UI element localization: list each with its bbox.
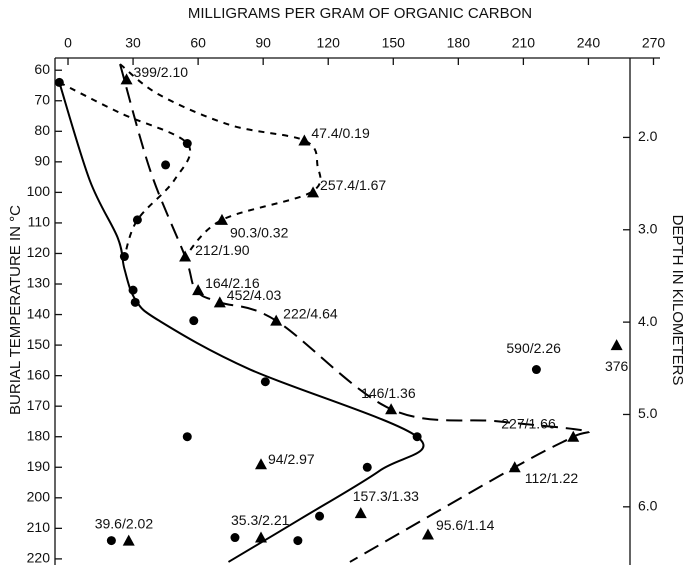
point-label: 376: [605, 358, 629, 374]
point-label: 35.3/2.21: [231, 512, 290, 528]
point-label: 112/1.22: [525, 470, 579, 486]
y-axis-title: BURIAL TEMPERATURE IN °C: [7, 205, 24, 415]
circle-point: [182, 139, 192, 149]
circle-point: [531, 365, 541, 375]
circle-point: [230, 533, 240, 543]
circle-point: [106, 536, 116, 546]
triangle-point: [354, 507, 367, 519]
y-tick-label: 220: [27, 550, 51, 566]
y-tick-label: 60: [34, 61, 50, 77]
point-label: 157.3/1.33: [353, 488, 419, 504]
x-tick-label: 60: [190, 35, 206, 51]
y2-axis-title: DEPTH IN KILOMETERS: [669, 215, 686, 386]
y-tick-label: 70: [34, 91, 50, 107]
y-tick-label: 170: [27, 397, 51, 413]
triangle-point: [567, 430, 580, 442]
y-tick-label: 90: [34, 153, 50, 169]
y2-tick-label: 3.0: [638, 220, 658, 236]
y-tick-label: 80: [34, 122, 50, 138]
trend-curve: [58, 82, 425, 563]
circle-point: [119, 252, 129, 262]
point-label: 212/1.90: [195, 242, 250, 258]
circle-point: [189, 316, 199, 326]
triangle-point: [122, 534, 135, 546]
y2-tick-label: 6.0: [638, 498, 658, 514]
point-label: 590/2.26: [506, 340, 561, 356]
triangle-point: [255, 531, 268, 543]
triangle-point: [213, 296, 226, 308]
point-label: 39.6/2.02: [95, 515, 154, 531]
circle-point: [293, 536, 303, 546]
x-tick-label: 120: [317, 35, 341, 51]
triangle-point: [610, 339, 623, 351]
y-tick-label: 140: [27, 305, 51, 321]
point-label: 47.4/0.19: [311, 125, 370, 141]
x-tick-label: 210: [512, 35, 536, 51]
y-tick-label: 100: [27, 183, 51, 199]
point-label: 164/2.16: [205, 275, 260, 291]
x-tick-label: 30: [125, 35, 141, 51]
circle-point: [128, 285, 138, 295]
y-tick-label: 200: [27, 489, 51, 505]
y-tick-label: 210: [27, 519, 51, 535]
triangle-point: [192, 284, 205, 296]
y2-tick-label: 5.0: [638, 405, 658, 421]
x-tick-label: 180: [447, 35, 471, 51]
circle-point: [132, 215, 142, 225]
point-label: 399/2.10: [134, 64, 189, 80]
circle-point: [130, 297, 140, 307]
circle-point: [161, 160, 171, 170]
x-tick-label: 0: [64, 35, 72, 51]
triangle-point: [255, 458, 268, 470]
triangle-point: [120, 73, 133, 85]
trend-curve: [119, 63, 591, 563]
triangle-point: [385, 403, 398, 415]
point-label: 257.4/1.67: [320, 177, 386, 193]
circle-point: [54, 77, 64, 87]
y2-tick-label: 2.0: [638, 128, 658, 144]
triangle-point: [298, 134, 311, 146]
point-label: 94/2.97: [268, 451, 315, 467]
y-tick-label: 130: [27, 275, 51, 291]
x-tick-label: 90: [255, 35, 271, 51]
circle-point: [315, 511, 325, 521]
y-tick-label: 110: [28, 214, 51, 230]
y-tick-label: 190: [27, 458, 51, 474]
y-tick-label: 120: [27, 244, 51, 260]
circle-point: [362, 462, 372, 472]
triangle-point: [307, 186, 320, 198]
circle-point: [412, 432, 422, 442]
point-label: 222/4.64: [283, 305, 338, 321]
y2-tick-label: 4.0: [638, 313, 658, 329]
point-label: 452/4.03: [227, 287, 282, 303]
triangle-point: [179, 250, 192, 262]
triangle-point: [421, 528, 434, 540]
triangle-point: [270, 314, 283, 326]
circle-point: [260, 377, 270, 387]
trend-curve: [119, 63, 322, 258]
point-label: 95.6/1.14: [436, 517, 495, 533]
point-label: 90.3/0.32: [230, 225, 289, 241]
trend-curve: [58, 81, 192, 257]
circle-point: [182, 432, 192, 442]
triangle-point: [215, 213, 228, 225]
y-tick-label: 150: [27, 336, 51, 352]
x-tick-label: 270: [642, 35, 666, 51]
x-tick-label: 150: [382, 35, 406, 51]
x-tick-label: 240: [577, 35, 601, 51]
point-label: 146/1.36: [361, 385, 416, 401]
triangle-point: [508, 461, 521, 473]
point-label: 227/1.66: [501, 415, 556, 431]
x-axis-title: MILLIGRAMS PER GRAM OF ORGANIC CARBON: [188, 5, 532, 22]
y-tick-label: 180: [27, 427, 51, 443]
y-tick-label: 160: [27, 366, 51, 382]
